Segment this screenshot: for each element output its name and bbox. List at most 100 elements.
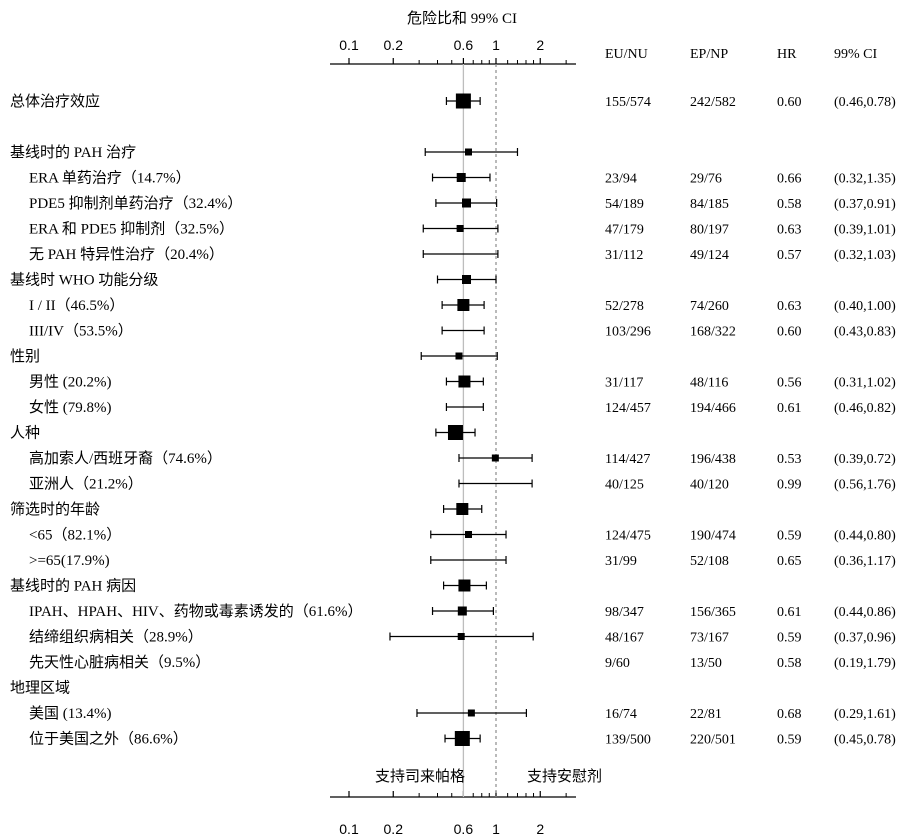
row-ci: (0.39,1.01) <box>834 223 896 238</box>
hazard-ratio-marker <box>455 93 471 109</box>
row-hr: 0.61 <box>777 401 802 416</box>
subgroup-row: III/IV（53.5%） 103/296 168/322 0.60 (0.43,0.8… <box>29 323 896 340</box>
row-ep-np: 13/50 <box>690 656 722 671</box>
row-label: 高加索人/西班牙裔（74.6%） <box>29 450 222 467</box>
row-ci: (0.37,0.96) <box>834 631 896 646</box>
row-label: <65（82.1%） <box>29 527 121 544</box>
group-header-row: 人种 <box>10 425 476 442</box>
row-hr: 0.59 <box>777 529 802 544</box>
hazard-ratio-marker <box>462 275 472 284</box>
hazard-ratio-marker <box>464 148 472 156</box>
row-label: 美国 (13.4%) <box>29 705 112 722</box>
top-tick-label: 1 <box>492 37 500 53</box>
row-label: I / II（46.5%） <box>29 297 124 314</box>
subgroup-row: >=65(17.9%) 31/99 52/108 0.65 (0.36,1.17) <box>29 553 896 569</box>
row-eu-nu: 155/574 <box>605 95 651 110</box>
row-ci: (0.44,0.80) <box>834 529 896 544</box>
row-ep-np: 22/81 <box>690 707 722 722</box>
row-ep-np: 242/582 <box>690 95 736 110</box>
subgroup-row: 无 PAH 特异性治疗（20.4%） 31/112 49/124 0.57 (0.32,… <box>29 246 896 263</box>
row-ep-np: 29/76 <box>690 172 722 187</box>
bottom-tick-label: 0.2 <box>384 821 404 837</box>
row-ep-np: 74/260 <box>690 299 729 314</box>
favors-right-label: 支持安慰剂 <box>527 767 602 785</box>
row-hr: 0.56 <box>777 376 802 391</box>
row-hr: 0.68 <box>777 707 802 722</box>
row-eu-nu: 114/427 <box>605 452 650 467</box>
group-header-row: 筛选时的年龄 <box>10 501 483 518</box>
top-tick-label: 2 <box>536 37 544 53</box>
bottom-tick-label: 0.6 <box>454 821 474 837</box>
row-label: 总体治疗效应 <box>10 92 100 110</box>
row-hr: 0.65 <box>777 554 802 569</box>
hazard-ratio-marker <box>456 503 469 515</box>
column-header-eu-nu: EU/NU <box>605 47 648 62</box>
hazard-ratio-marker <box>447 425 463 440</box>
column-headers: EU/NU EP/NP HR 99% CI <box>605 47 878 62</box>
hazard-ratio-marker <box>455 352 463 360</box>
row-ci: (0.37,0.91) <box>834 197 896 212</box>
row-label: 结缔组织病相关（28.9%） <box>29 629 203 646</box>
row-ci: (0.36,1.17) <box>834 554 896 569</box>
subgroup-row: I / II（46.5%） 52/278 74/260 0.63 (0.40,1.00) <box>29 297 896 314</box>
hazard-ratio-marker <box>462 198 472 208</box>
row-ep-np: 49/124 <box>690 248 729 263</box>
row-label: 地理区域 <box>10 680 70 697</box>
row-ep-np: 52/108 <box>690 554 729 569</box>
subgroup-row: ERA 和 PDE5 抑制剂（32.5%） 47/179 80/197 0.63 (0.… <box>29 221 896 238</box>
bottom-tick-label: 2 <box>536 821 544 837</box>
row-label: 筛选时的年龄 <box>10 501 100 518</box>
row-ci: (0.56,1.76) <box>834 478 896 493</box>
row-eu-nu: 54/189 <box>605 197 644 212</box>
row-eu-nu: 16/74 <box>605 707 637 722</box>
row-label: 位于美国之外（86.6%） <box>29 731 188 748</box>
subgroup-row: <65（82.1%） 124/475 190/474 0.59 (0.44,0.80) <box>29 527 896 544</box>
row-hr: 0.57 <box>777 248 802 263</box>
hazard-ratio-marker <box>464 531 472 538</box>
row-hr: 0.58 <box>777 656 802 671</box>
row-ci: (0.43,0.83) <box>834 325 896 340</box>
subgroup-row: ERA 单药治疗（14.7%） 23/94 29/76 0.66 (0.32,1.35) <box>29 170 896 187</box>
reference-lines <box>462 64 497 797</box>
row-eu-nu: 31/99 <box>605 554 637 569</box>
row-label: 性别 <box>10 348 40 365</box>
row-eu-nu: 124/475 <box>605 529 651 544</box>
row-eu-nu: 124/457 <box>605 401 651 416</box>
row-ci: (0.29,1.61) <box>834 707 896 722</box>
row-ep-np: 220/501 <box>690 733 736 748</box>
row-ep-np: 190/474 <box>690 529 736 544</box>
row-ep-np: 48/116 <box>690 376 728 391</box>
row-ep-np: 40/120 <box>690 478 729 493</box>
favors-labels: 支持司来帕格 支持安慰剂 <box>375 767 602 785</box>
row-ep-np: 84/185 <box>690 197 729 212</box>
subgroup-row: 美国 (13.4%) 16/74 22/81 0.68 (0.29,1.61) <box>29 705 896 722</box>
subgroup-row: 女性 (79.8%) 124/457 194/466 0.61 (0.46,0.82) <box>29 398 896 416</box>
row-ci: (0.44,0.86) <box>834 605 896 620</box>
subgroup-rows: 总体治疗效应 155/574 242/582 0.60 (0.46,0.78) 基线时的 … <box>10 92 896 748</box>
hazard-ratio-marker <box>456 173 466 182</box>
row-eu-nu: 103/296 <box>605 325 651 340</box>
row-label: 亚洲人（21.2%） <box>29 476 143 493</box>
row-hr: 0.60 <box>777 325 802 340</box>
group-header-row: 性别 <box>10 348 498 365</box>
row-label: 先天性心脏病相关（9.5%） <box>29 654 210 671</box>
subgroup-row: 位于美国之外（86.6%） 139/500 220/501 0.59 (0.45,0.7… <box>29 731 896 748</box>
top-tick-label: 0.1 <box>339 37 359 53</box>
row-hr: 0.58 <box>777 197 802 212</box>
row-ep-np: 73/167 <box>690 631 729 646</box>
subgroup-row: 结缔组织病相关（28.9%） 48/167 73/167 0.59 (0.37,0.96… <box>29 629 896 646</box>
row-label: >=65(17.9%) <box>29 553 110 569</box>
row-ci: (0.19,1.79) <box>834 656 896 671</box>
row-eu-nu: 9/60 <box>605 656 630 671</box>
row-label: 基线时的 PAH 治疗 <box>10 144 136 161</box>
x-axis-top: 0.1 0.2 0.6 1 2 <box>330 37 576 65</box>
row-ep-np: 156/365 <box>690 605 736 620</box>
hazard-ratio-marker <box>457 299 470 311</box>
row-ep-np: 80/197 <box>690 223 729 238</box>
hazard-ratio-marker <box>467 709 475 717</box>
row-label: III/IV（53.5%） <box>29 323 133 340</box>
row-label: 基线时的 PAH 病因 <box>10 578 136 595</box>
row-eu-nu: 48/167 <box>605 631 644 646</box>
row-ci: (0.39,0.72) <box>834 452 896 467</box>
